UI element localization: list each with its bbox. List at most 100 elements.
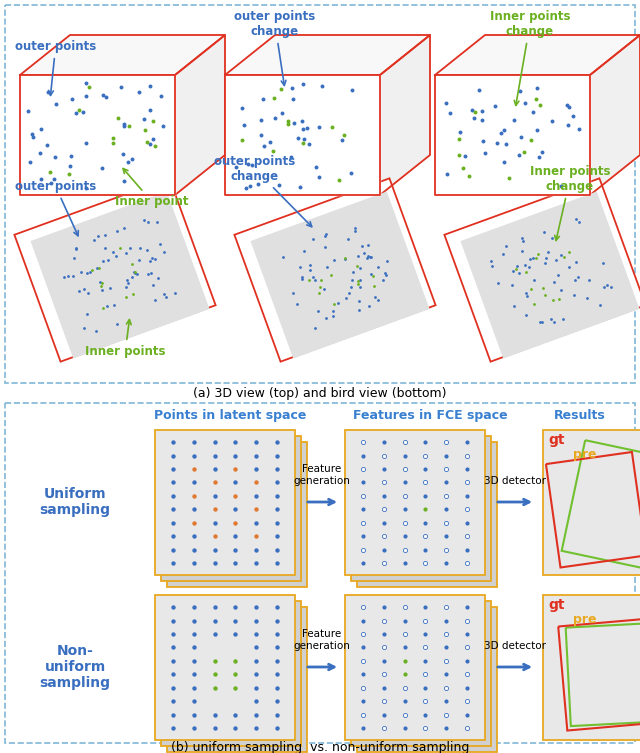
Point — [230, 530, 241, 542]
Point — [286, 151, 296, 163]
Point — [150, 140, 160, 152]
Point — [330, 255, 340, 267]
Point — [298, 78, 308, 90]
Point — [327, 120, 337, 133]
Point — [272, 463, 282, 475]
Point — [305, 264, 315, 276]
Point — [189, 709, 199, 721]
Point — [354, 294, 364, 306]
Point — [329, 297, 339, 309]
Text: Inner points: Inner points — [85, 319, 166, 358]
Polygon shape — [461, 191, 639, 358]
Point — [230, 601, 241, 613]
Point — [518, 235, 529, 247]
Point — [230, 517, 241, 529]
Point — [353, 278, 363, 290]
Point — [516, 130, 526, 142]
Point — [108, 136, 118, 148]
Point — [369, 280, 380, 292]
Point — [132, 269, 142, 281]
Point — [272, 709, 282, 721]
Text: pre: pre — [573, 613, 596, 626]
Point — [325, 269, 335, 281]
Point — [532, 124, 542, 136]
Point — [362, 252, 372, 264]
Point — [82, 308, 92, 320]
Point — [287, 82, 298, 94]
Point — [230, 681, 241, 694]
Point — [333, 297, 343, 309]
Point — [378, 642, 388, 654]
Point — [420, 450, 431, 462]
Point — [358, 489, 368, 501]
Point — [230, 503, 241, 515]
Point — [462, 601, 472, 613]
Point — [378, 477, 388, 489]
Point — [378, 517, 388, 529]
Point — [230, 722, 241, 734]
Point — [272, 517, 282, 529]
Text: outer points: outer points — [15, 180, 96, 236]
Point — [230, 436, 241, 448]
Point — [112, 318, 122, 330]
Point — [119, 118, 129, 130]
Point — [559, 251, 569, 263]
Point — [549, 276, 559, 288]
Point — [100, 242, 110, 255]
Point — [462, 489, 472, 501]
Point — [64, 168, 74, 180]
Polygon shape — [20, 75, 175, 195]
Point — [316, 273, 326, 285]
Point — [517, 245, 527, 258]
Point — [142, 244, 152, 256]
Point — [282, 114, 292, 127]
Point — [462, 477, 472, 489]
Point — [276, 107, 287, 119]
Point — [252, 642, 262, 654]
Point — [83, 287, 93, 299]
Point — [581, 292, 591, 304]
Point — [501, 240, 511, 252]
Point — [556, 180, 566, 192]
Point — [311, 161, 321, 173]
Point — [256, 114, 266, 126]
Point — [399, 642, 410, 654]
Point — [168, 463, 178, 475]
Point — [265, 136, 275, 148]
Point — [420, 544, 431, 556]
Point — [97, 303, 108, 315]
Point — [573, 216, 584, 228]
Point — [155, 238, 165, 250]
Point — [168, 709, 178, 721]
Point — [272, 489, 282, 501]
Point — [153, 273, 163, 285]
Point — [380, 267, 390, 279]
Point — [462, 655, 472, 667]
Point — [237, 102, 247, 114]
Point — [274, 179, 284, 191]
Point — [150, 294, 160, 306]
Point — [317, 80, 327, 92]
Point — [358, 450, 368, 462]
Point — [252, 655, 262, 667]
Polygon shape — [20, 35, 225, 75]
Point — [168, 628, 178, 640]
Point — [297, 272, 307, 284]
Point — [145, 255, 156, 267]
Point — [46, 177, 56, 189]
Point — [92, 262, 102, 274]
Point — [168, 722, 178, 734]
Point — [189, 695, 199, 707]
Point — [420, 463, 431, 475]
Point — [168, 544, 178, 556]
Point — [521, 266, 531, 278]
Point — [168, 503, 178, 515]
Point — [521, 309, 531, 321]
Point — [74, 285, 84, 297]
Point — [478, 136, 488, 148]
Point — [304, 138, 314, 150]
Point — [355, 304, 365, 316]
Point — [358, 557, 368, 569]
Point — [499, 248, 509, 260]
Point — [308, 271, 318, 283]
